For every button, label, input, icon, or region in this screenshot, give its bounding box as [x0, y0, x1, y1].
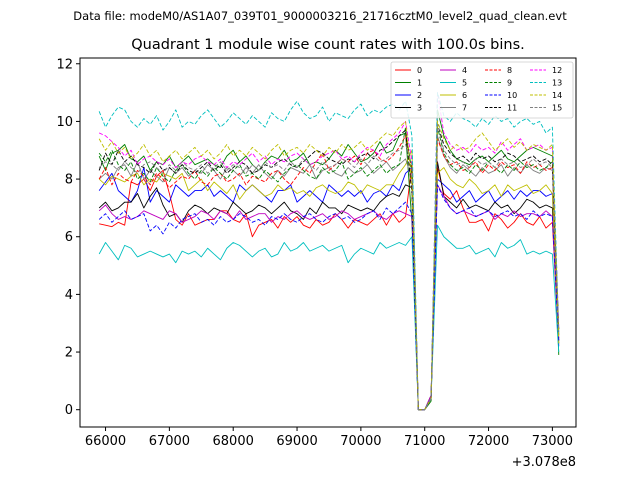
- series-line-14: [98, 120, 560, 411]
- legend-label-9: 9: [507, 79, 512, 88]
- legend-label-1: 1: [417, 79, 422, 88]
- y-tick-label: 2: [65, 346, 73, 361]
- series-line-7: [98, 135, 560, 411]
- series-line-2: [98, 167, 560, 411]
- series-line-0: [99, 164, 560, 411]
- axes-frame: [79, 57, 577, 428]
- legend-label-4: 4: [462, 66, 467, 75]
- series-line-5: [98, 224, 560, 411]
- x-tick-label: 73000: [532, 434, 573, 449]
- x-tick-label: 66000: [85, 434, 126, 449]
- series-line-13: [98, 92, 560, 411]
- legend-label-3: 3: [417, 104, 422, 113]
- series-line-6: [98, 149, 560, 411]
- plot-lines: [98, 92, 560, 411]
- x-axis-offset-label: +3.078e8: [512, 455, 576, 470]
- y-axis: 0 2 4 6 8 10 12: [56, 57, 80, 418]
- legend-label-5: 5: [462, 79, 467, 88]
- x-tick-label: 67000: [149, 434, 190, 449]
- y-tick-label: 12: [56, 57, 73, 72]
- y-tick-label: 10: [56, 115, 73, 130]
- legend-label-10: 10: [507, 91, 517, 100]
- legend-label-15: 15: [552, 104, 562, 113]
- legend-label-12: 12: [552, 66, 562, 75]
- x-axis: 66000 67000 68000 69000 70000 71000 72000 73000: [85, 427, 573, 449]
- y-tick-label: 8: [65, 173, 73, 188]
- y-tick-label: 0: [65, 403, 73, 418]
- figure-suptitle: Data file: modeM0/AS1A07_039T01_90000032…: [73, 9, 567, 23]
- legend-label-13: 13: [552, 79, 562, 88]
- series-line-8: [98, 135, 560, 411]
- x-tick-label: 72000: [468, 434, 509, 449]
- legend-label-2: 2: [417, 91, 422, 100]
- series-line-1: [98, 109, 560, 411]
- y-tick-label: 4: [65, 288, 73, 303]
- y-tick-label: 6: [65, 230, 73, 245]
- x-tick-label: 71000: [404, 434, 445, 449]
- legend-label-8: 8: [507, 66, 512, 75]
- series-line-12: [98, 92, 560, 411]
- x-tick-label: 70000: [340, 434, 381, 449]
- legend-label-6: 6: [462, 91, 467, 100]
- legend-label-0: 0: [417, 66, 422, 75]
- series-line-10: [98, 184, 560, 411]
- legend-label-11: 11: [507, 104, 517, 113]
- legend-label-14: 14: [552, 91, 562, 100]
- series-line-11: [98, 123, 560, 411]
- series-line-3: [98, 161, 560, 411]
- x-tick-label: 69000: [276, 434, 317, 449]
- legend-label-7: 7: [462, 104, 467, 113]
- series-line-9: [98, 126, 560, 411]
- chart-title: Quadrant 1 module wise count rates with …: [131, 37, 525, 53]
- x-tick-label: 68000: [213, 434, 254, 449]
- series-line-15: [98, 123, 560, 411]
- series-line-4: [98, 184, 560, 411]
- legend-box: [390, 61, 574, 119]
